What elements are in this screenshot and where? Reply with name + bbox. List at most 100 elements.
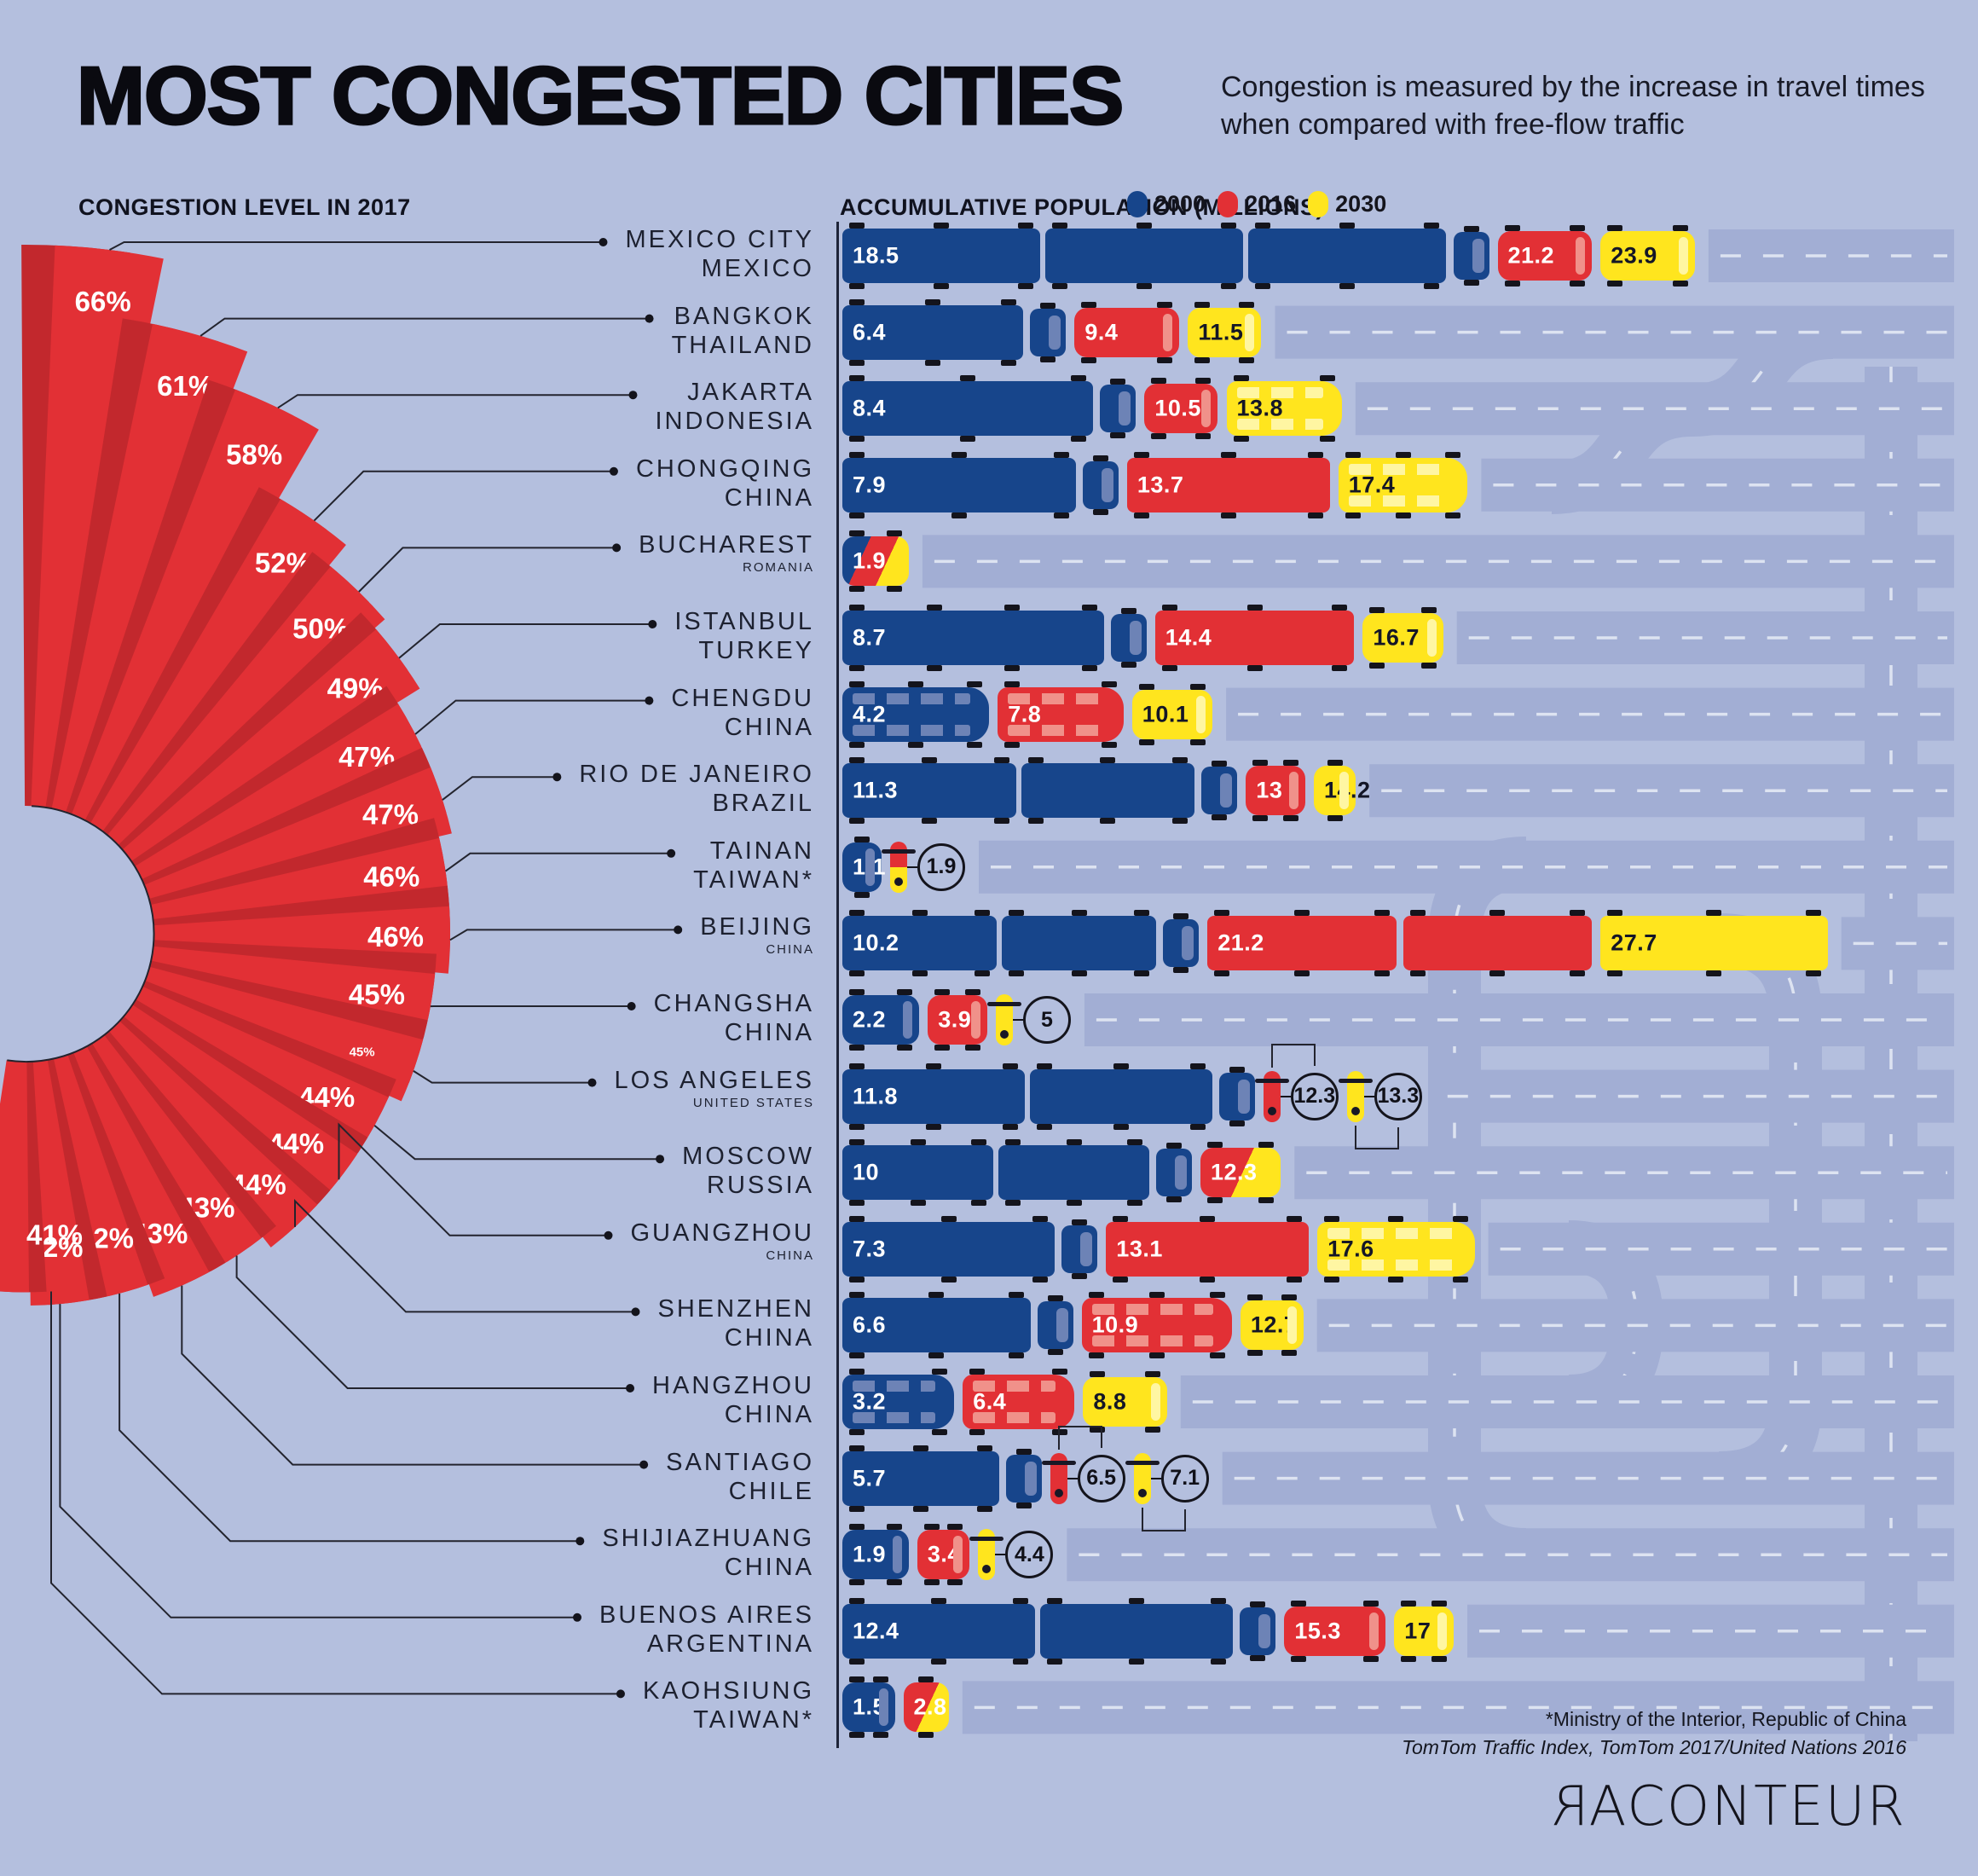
wheel (1339, 223, 1356, 229)
wheel (849, 1505, 865, 1512)
wheel (1805, 970, 1821, 977)
wheel (1129, 1658, 1145, 1665)
wheel (1250, 1601, 1266, 1607)
population-value: 11.8 (853, 1083, 899, 1109)
population-value: 8.4 (853, 395, 887, 421)
bus-windows (973, 1412, 1056, 1423)
wheel (1194, 301, 1211, 308)
truck-trailer-2000 (1040, 1597, 1234, 1665)
city-country: ARGENTINA (646, 1630, 814, 1658)
wheel (1395, 451, 1411, 458)
car-2016: 3.4 (917, 1524, 970, 1586)
city-country: CHINA (724, 1554, 814, 1582)
wheel (1110, 379, 1126, 385)
wheel (1246, 665, 1263, 671)
city-name: SHIJIAZHUANG (602, 1525, 814, 1553)
wheel (1100, 818, 1116, 825)
wheel (1172, 757, 1189, 764)
wheel (1120, 662, 1136, 668)
wheel (1052, 283, 1068, 289)
wheel (1004, 741, 1021, 748)
wheel (849, 1579, 865, 1586)
truck-trailer-2000: 11.3 (842, 757, 1016, 825)
wheel (1504, 225, 1520, 231)
truck-trailer-2000: 7.9 (842, 451, 1076, 518)
wheel (975, 910, 991, 917)
page-title: MOST CONGESTED CITIES (75, 49, 1125, 143)
city-label: HANGZHOU CHINA (652, 1371, 814, 1429)
bus-windows (1091, 1335, 1213, 1347)
wheel (1307, 512, 1323, 518)
wheel (1409, 970, 1426, 977)
wheel (1004, 680, 1021, 687)
bus-2000: 4.2 (842, 680, 990, 748)
wheel (1287, 1215, 1303, 1222)
wheel (849, 1429, 865, 1435)
wheel (1607, 910, 1623, 917)
circled-population-value: 5 (1022, 996, 1071, 1044)
wheel (849, 741, 865, 748)
car-2030: 10.1 (1131, 683, 1213, 745)
wheel (1194, 356, 1211, 363)
bracket-line (1354, 1147, 1399, 1149)
wheel (1133, 451, 1149, 458)
truck-trailer-2000: 12.4 (842, 1597, 1036, 1665)
wheel (1287, 1276, 1303, 1283)
wheel (1258, 1197, 1275, 1204)
city-country: TAIWAN* (693, 1706, 814, 1734)
wheel (960, 436, 976, 443)
wheel (971, 1139, 986, 1146)
wheel (1009, 910, 1025, 917)
wheel (1504, 281, 1520, 287)
bus-windows (1327, 1259, 1456, 1271)
circled-population-value: 13.3 (1374, 1072, 1422, 1120)
wheel (849, 375, 865, 382)
city-country: CHILE (728, 1477, 814, 1505)
city-country: TAIWAN* (693, 866, 814, 894)
bus-windows (853, 1412, 936, 1423)
wheel (1001, 359, 1017, 366)
population-value: 2.2 (853, 1006, 887, 1033)
wheel (1040, 356, 1056, 362)
car-2016: 9.4 (1074, 301, 1180, 363)
wheel (1015, 1502, 1032, 1508)
wheel (1003, 665, 1020, 671)
vehicle-combined-2016-2030: 2.8 (903, 1676, 949, 1739)
wheel (1431, 1655, 1447, 1662)
wheel (1066, 1200, 1082, 1207)
wheel (872, 1676, 888, 1683)
population-value: 16.7 (1373, 624, 1420, 651)
wheel (1229, 1120, 1245, 1126)
wheel (931, 1597, 947, 1604)
circle-connector (1067, 1477, 1078, 1479)
wheel (1420, 663, 1437, 669)
wheel (1005, 1139, 1021, 1146)
wheel (849, 1369, 865, 1375)
wheel (934, 989, 951, 995)
wheel (1129, 1597, 1145, 1604)
right-panel-label: ACCUMULATIVE POPULATION (MILLIONS) (840, 194, 1324, 220)
circled-population-value: 6.5 (1077, 1454, 1125, 1503)
wheel (1409, 910, 1426, 917)
wheel (1324, 1276, 1340, 1283)
wheel (849, 451, 865, 458)
wheel (1281, 1350, 1297, 1357)
city-name: CHENGDU (671, 684, 814, 712)
circle-connector (907, 866, 917, 868)
car-2016: 21.2 (1497, 225, 1593, 287)
city-country: MEXICO (701, 255, 814, 282)
wheel (1369, 663, 1385, 669)
wheel (849, 283, 865, 289)
circled-population-value: 4.4 (1005, 1531, 1054, 1579)
truck-cab-2000 (1110, 608, 1147, 668)
wheel (849, 298, 865, 305)
population-value: 10.2 (853, 929, 899, 956)
wheel (1293, 970, 1310, 977)
city-name: BEIJING (700, 913, 814, 941)
car-2000: 2.2 (842, 989, 920, 1051)
wheel (1071, 910, 1087, 917)
population-value: 1.9 (853, 547, 887, 574)
wheel (872, 1732, 888, 1739)
truck-trailer-2000 (1248, 223, 1447, 289)
wheel (1291, 1655, 1307, 1662)
